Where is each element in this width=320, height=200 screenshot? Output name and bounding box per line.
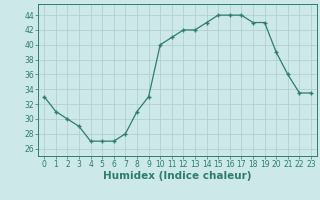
X-axis label: Humidex (Indice chaleur): Humidex (Indice chaleur) [103, 171, 252, 181]
